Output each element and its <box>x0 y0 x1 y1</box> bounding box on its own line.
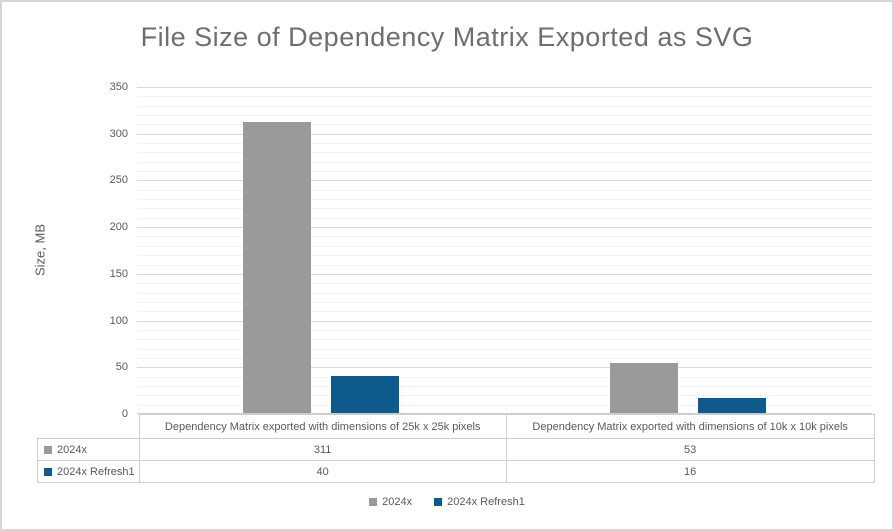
legend-swatch <box>369 498 378 506</box>
bar-2024x-refresh1-cat1 <box>698 398 767 413</box>
y-tick-label: 0 <box>121 408 128 420</box>
grid-line-minor <box>137 245 872 247</box>
grid-line-minor <box>137 264 872 266</box>
y-tick-label: 100 <box>109 314 128 327</box>
grid-line-minor <box>137 171 872 173</box>
plot-area <box>137 87 872 414</box>
grid-line-minor <box>137 124 872 126</box>
table-value-cell: 311 <box>138 438 507 461</box>
grid-line-minor <box>137 161 872 163</box>
grid-line-minor <box>137 208 872 210</box>
grid-line-major <box>137 87 872 88</box>
grid-line-minor <box>137 339 872 341</box>
table-category-header: Dependency Matrix exported with dimensio… <box>138 414 507 439</box>
legend-label: 2024x <box>382 496 413 508</box>
bar-2024x-cat1 <box>610 363 679 413</box>
series-key-swatch <box>44 467 52 476</box>
y-tick-label: 150 <box>109 267 128 280</box>
grid-line-minor <box>137 357 872 359</box>
table-row: 2024x Refresh1 40 16 <box>37 460 875 483</box>
grid-line-minor <box>137 376 872 378</box>
grid-line-major <box>137 273 872 275</box>
grid-line-major <box>137 180 872 182</box>
grid-line-minor <box>137 404 872 406</box>
grid-line-minor <box>137 217 872 219</box>
table-value-cell: 40 <box>138 460 507 483</box>
table-row: 2024x 311 53 <box>37 438 875 461</box>
y-tick-label: 200 <box>109 221 128 234</box>
grid-line-minor <box>137 199 872 201</box>
grid-line-major <box>137 133 872 135</box>
table-row-label: 2024x <box>37 438 140 461</box>
grid-line-minor <box>137 255 872 257</box>
grid-line-minor <box>137 301 872 303</box>
grid-line-minor <box>137 292 872 294</box>
table-value-cell: 16 <box>505 460 875 483</box>
grid-line-minor <box>137 189 872 191</box>
bar-2024x-refresh1-cat0 <box>330 375 399 413</box>
table-category-header: Dependency Matrix exported with dimensio… <box>505 414 875 439</box>
grid-line-major <box>137 320 872 322</box>
grid-line-major <box>137 227 872 229</box>
table-corner-cell <box>38 415 140 439</box>
y-tick-label: 250 <box>109 174 128 187</box>
table-value-cell: 53 <box>505 438 875 461</box>
y-tick-label: 300 <box>109 127 128 140</box>
y-tick-label: 50 <box>115 361 128 374</box>
grid-line-minor <box>137 96 872 98</box>
series-key-swatch <box>44 445 52 454</box>
grid-line-minor <box>137 395 872 397</box>
grid-line-minor <box>137 283 872 285</box>
y-tick-label: 350 <box>109 81 128 93</box>
grid-line-minor <box>137 385 872 387</box>
chart-legend: 2024x 2024x Refresh1 <box>2 496 892 508</box>
data-table: Dependency Matrix exported with dimensio… <box>37 414 875 483</box>
legend-swatch <box>434 498 443 506</box>
grid-line-minor <box>137 143 872 145</box>
grid-line-major <box>137 367 872 369</box>
grid-line-minor <box>137 152 872 154</box>
grid-line-minor <box>137 311 872 313</box>
legend-label: 2024x Refresh1 <box>447 496 525 508</box>
grid-line-minor <box>137 348 872 350</box>
legend-item: 2024x Refresh1 <box>434 496 525 508</box>
x-axis-line <box>137 413 872 414</box>
table-row-label: 2024x Refresh1 <box>37 460 140 483</box>
bar-2024x-cat0 <box>242 122 311 413</box>
grid-line-minor <box>137 329 872 331</box>
legend-item: 2024x <box>369 496 412 508</box>
grid-line-minor <box>137 105 872 107</box>
grid-line-minor <box>137 236 872 238</box>
grid-line-minor <box>137 115 872 117</box>
chart-title: File Size of Dependency Matrix Exported … <box>140 22 754 52</box>
